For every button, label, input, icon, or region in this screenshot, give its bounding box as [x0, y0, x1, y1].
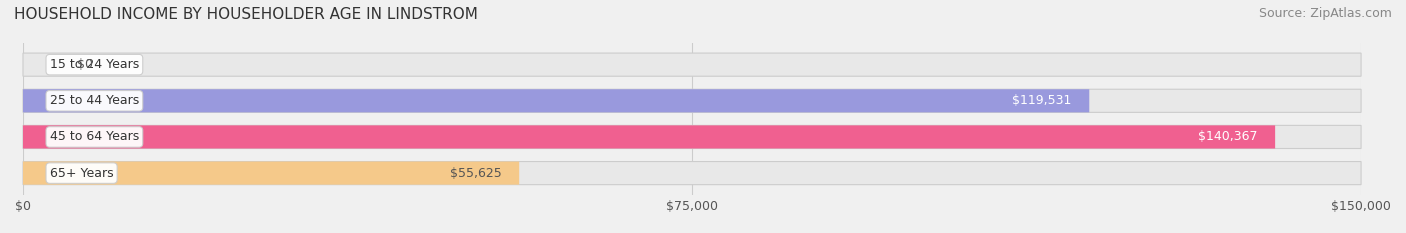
- FancyBboxPatch shape: [22, 125, 1275, 148]
- Text: $0: $0: [76, 58, 93, 71]
- FancyBboxPatch shape: [22, 161, 519, 185]
- Text: 65+ Years: 65+ Years: [49, 167, 114, 180]
- Text: Source: ZipAtlas.com: Source: ZipAtlas.com: [1258, 7, 1392, 20]
- Text: HOUSEHOLD INCOME BY HOUSEHOLDER AGE IN LINDSTROM: HOUSEHOLD INCOME BY HOUSEHOLDER AGE IN L…: [14, 7, 478, 22]
- FancyBboxPatch shape: [22, 53, 1361, 76]
- FancyBboxPatch shape: [22, 125, 1361, 148]
- FancyBboxPatch shape: [22, 89, 1090, 112]
- Text: 15 to 24 Years: 15 to 24 Years: [49, 58, 139, 71]
- Text: $55,625: $55,625: [450, 167, 502, 180]
- FancyBboxPatch shape: [22, 89, 1361, 112]
- Text: 45 to 64 Years: 45 to 64 Years: [49, 130, 139, 144]
- FancyBboxPatch shape: [22, 161, 1361, 185]
- Text: $140,367: $140,367: [1198, 130, 1257, 144]
- Text: $119,531: $119,531: [1012, 94, 1071, 107]
- Text: 25 to 44 Years: 25 to 44 Years: [49, 94, 139, 107]
